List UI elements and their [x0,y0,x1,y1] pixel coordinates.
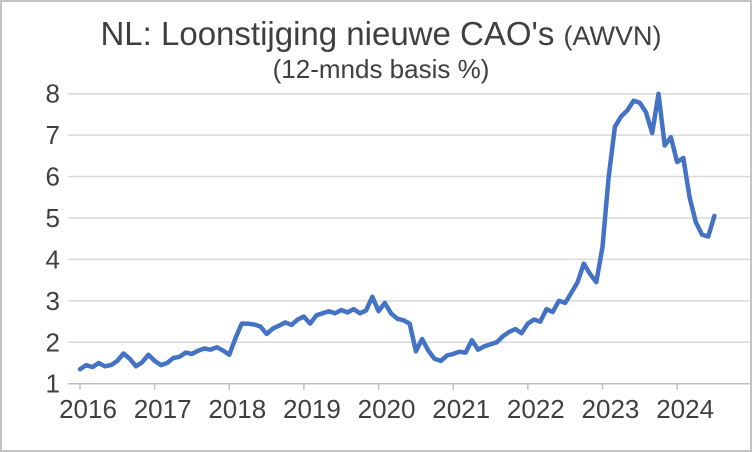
chart-title-main: NL: Loonstijging nieuwe CAO's [100,15,555,52]
x-axis-label: 2022 [507,394,565,424]
wage-growth-line [77,91,717,372]
y-axis-label: 4 [46,244,60,274]
x-axis-label: 2020 [358,394,416,424]
y-axis-label: 2 [46,327,60,357]
chart-title-awvn: (AWVN) [563,21,662,51]
chart-subtitle: (12-mnds basis %) [272,54,490,84]
y-axis-label: 5 [46,203,60,233]
x-axis-label: 2021 [432,394,490,424]
chart-title: NL: Loonstijging nieuwe CAO's (AWVN) [12,16,750,54]
x-axis-label: 2023 [582,394,640,424]
y-axis-label: 7 [46,120,60,150]
x-axis-label: 2024 [656,394,714,424]
chart-title-block: NL: Loonstijging nieuwe CAO's (AWVN) (12… [2,16,750,84]
y-axis-label: 6 [46,162,60,192]
y-axis-label: 8 [46,79,60,109]
x-axis-label: 2018 [208,394,266,424]
x-axis-label: 2016 [59,394,117,424]
x-axis-label: 2017 [134,394,192,424]
y-axis-label: 3 [46,286,60,316]
y-axis-label: 1 [46,369,60,399]
x-axis-label: 2019 [283,394,341,424]
